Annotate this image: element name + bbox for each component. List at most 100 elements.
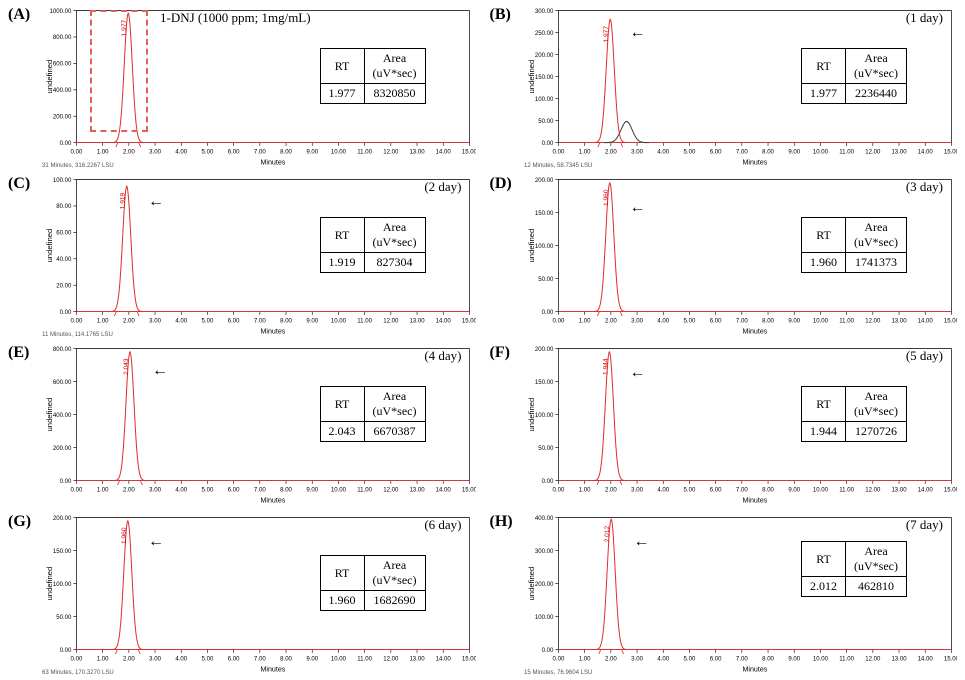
svg-text:0.00: 0.00 — [541, 140, 553, 147]
svg-text:3.00: 3.00 — [149, 486, 161, 493]
svg-text:2.012: 2.012 — [604, 525, 611, 542]
svg-text:11.00: 11.00 — [839, 148, 854, 155]
panel-label: (E) — [8, 342, 40, 362]
table-header-rt: RT — [320, 218, 364, 253]
table-cell-rt: 1.919 — [320, 253, 364, 273]
table-header-area: Area(uV*sec) — [364, 49, 425, 84]
svg-text:11.00: 11.00 — [357, 317, 372, 324]
table-header-rt: RT — [320, 387, 364, 422]
svg-text:9.00: 9.00 — [788, 148, 800, 155]
svg-text:3.00: 3.00 — [631, 148, 643, 155]
svg-text:11.00: 11.00 — [839, 655, 854, 662]
svg-text:1.977: 1.977 — [603, 26, 610, 43]
chromatogram-wrap: 0.001.002.003.004.005.006.007.008.009.00… — [522, 342, 958, 507]
figure-root: (A)0.001.002.003.004.005.006.007.008.009… — [0, 0, 965, 680]
svg-text:1.00: 1.00 — [97, 655, 109, 662]
svg-text:150.00: 150.00 — [534, 74, 553, 81]
panel-D: (D)0.001.002.003.004.005.006.007.008.009… — [490, 173, 958, 338]
svg-text:12.00: 12.00 — [383, 486, 399, 493]
svg-text:10.00: 10.00 — [331, 486, 347, 493]
svg-text:600.00: 600.00 — [53, 379, 72, 386]
svg-text:5.00: 5.00 — [202, 486, 214, 493]
svg-text:4.00: 4.00 — [657, 148, 669, 155]
rt-area-table: RTArea(uV*sec)1.919827304 — [320, 217, 426, 273]
svg-text:200.00: 200.00 — [534, 52, 553, 59]
svg-text:14.00: 14.00 — [917, 148, 933, 155]
panel-label: (H) — [490, 511, 522, 531]
rt-area-table: RTArea(uV*sec)1.9778320850 — [320, 48, 426, 104]
svg-text:300.00: 300.00 — [534, 548, 553, 555]
svg-text:6.00: 6.00 — [228, 655, 240, 662]
svg-text:100.00: 100.00 — [53, 581, 72, 588]
svg-text:1.00: 1.00 — [578, 655, 590, 662]
svg-text:0.00: 0.00 — [541, 478, 553, 485]
panel-A: (A)0.001.002.003.004.005.006.007.008.009… — [8, 4, 476, 169]
svg-text:undefined: undefined — [527, 567, 536, 601]
svg-text:5.00: 5.00 — [202, 317, 214, 324]
svg-text:11 Minutes, 114.1765 LSU: 11 Minutes, 114.1765 LSU — [42, 331, 113, 338]
rt-area-table: RTArea(uV*sec)2.0436670387 — [320, 386, 426, 442]
table-header-rt: RT — [802, 49, 846, 84]
svg-text:50.00: 50.00 — [56, 614, 72, 621]
svg-text:Minutes: Minutes — [261, 157, 286, 166]
panel-B: (B)0.001.002.003.004.005.006.007.008.009… — [490, 4, 958, 169]
table-header-rt: RT — [802, 218, 846, 253]
panel-label: (B) — [490, 4, 522, 24]
svg-text:0.00: 0.00 — [60, 140, 72, 147]
svg-text:9.00: 9.00 — [306, 655, 318, 662]
svg-text:100.00: 100.00 — [534, 243, 553, 250]
rt-area-table: RTArea(uV*sec)1.9441270726 — [801, 386, 907, 442]
rt-area-table: RTArea(uV*sec)1.9772236440 — [801, 48, 907, 104]
svg-text:8.00: 8.00 — [762, 317, 774, 324]
svg-text:10.00: 10.00 — [331, 317, 347, 324]
svg-text:200.00: 200.00 — [53, 113, 72, 120]
svg-text:9.00: 9.00 — [788, 655, 800, 662]
svg-text:15.00: 15.00 — [943, 317, 957, 324]
svg-text:undefined: undefined — [45, 567, 54, 601]
svg-text:12.00: 12.00 — [383, 148, 399, 155]
table-cell-area: 6670387 — [364, 422, 425, 442]
svg-text:12.00: 12.00 — [383, 317, 399, 324]
svg-text:1.919: 1.919 — [120, 192, 127, 209]
svg-text:1.00: 1.00 — [97, 486, 109, 493]
panel-G: (G)0.001.002.003.004.005.006.007.008.009… — [8, 511, 476, 676]
svg-text:1.00: 1.00 — [97, 317, 109, 324]
table-header-rt: RT — [802, 387, 846, 422]
table-header-rt: RT — [802, 542, 846, 577]
svg-text:15.00: 15.00 — [943, 486, 957, 493]
svg-text:9.00: 9.00 — [788, 486, 800, 493]
svg-text:9.00: 9.00 — [306, 148, 318, 155]
svg-text:12.00: 12.00 — [865, 486, 881, 493]
svg-text:undefined: undefined — [527, 229, 536, 263]
svg-text:5.00: 5.00 — [683, 317, 695, 324]
svg-text:2.00: 2.00 — [123, 655, 135, 662]
svg-text:6.00: 6.00 — [709, 655, 721, 662]
svg-text:31 Minutes, 316.2267 LSU: 31 Minutes, 316.2267 LSU — [42, 162, 114, 169]
svg-text:13.00: 13.00 — [409, 655, 425, 662]
svg-text:8.00: 8.00 — [280, 148, 292, 155]
svg-text:15.00: 15.00 — [943, 148, 957, 155]
svg-text:2.00: 2.00 — [123, 486, 135, 493]
svg-text:0.00: 0.00 — [541, 309, 553, 316]
table-cell-area: 2236440 — [846, 84, 907, 104]
svg-text:13.00: 13.00 — [891, 655, 907, 662]
svg-text:0.00: 0.00 — [552, 317, 564, 324]
table-cell-area: 1741373 — [846, 253, 907, 273]
svg-text:2.00: 2.00 — [604, 148, 616, 155]
svg-text:100.00: 100.00 — [534, 96, 553, 103]
rt-area-table: RTArea(uV*sec)1.9601682690 — [320, 555, 426, 611]
table-cell-area: 1682690 — [364, 591, 425, 611]
svg-text:4.00: 4.00 — [175, 655, 187, 662]
svg-text:Minutes: Minutes — [742, 326, 767, 335]
svg-text:4.00: 4.00 — [175, 317, 187, 324]
panel-label: (C) — [8, 173, 40, 193]
table-header-rt: RT — [320, 49, 364, 84]
svg-text:2.00: 2.00 — [604, 655, 616, 662]
svg-text:11.00: 11.00 — [357, 148, 372, 155]
svg-text:1.00: 1.00 — [578, 148, 590, 155]
svg-text:200.00: 200.00 — [53, 445, 72, 452]
svg-text:2.00: 2.00 — [123, 148, 135, 155]
svg-text:7.00: 7.00 — [735, 317, 747, 324]
panel-E: (E)0.001.002.003.004.005.006.007.008.009… — [8, 342, 476, 507]
svg-text:9.00: 9.00 — [306, 486, 318, 493]
